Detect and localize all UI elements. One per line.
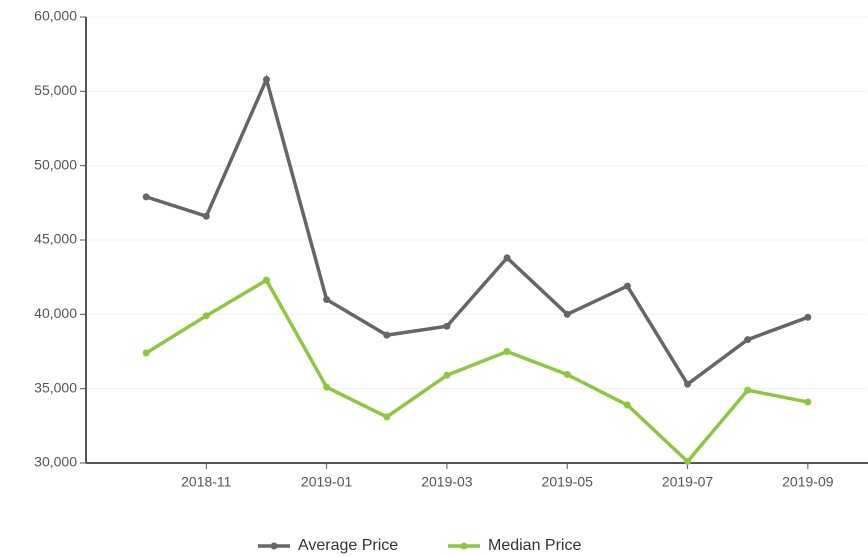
legend-dot [460, 542, 468, 550]
point [443, 322, 451, 330]
point [684, 380, 692, 388]
x-tick-label: 2018-11 [181, 474, 232, 490]
x-tick-label: 2019-07 [662, 474, 714, 490]
point [563, 371, 571, 379]
point [563, 310, 571, 318]
point [623, 282, 631, 290]
point [744, 336, 752, 344]
point [804, 313, 812, 321]
legend-label: Average Price [298, 537, 398, 554]
legend-dot [270, 542, 278, 550]
y-tick-label: 30,000 [34, 454, 77, 470]
legend: Average Price Median Price [258, 537, 581, 554]
point [443, 371, 451, 379]
point [744, 386, 752, 394]
y-tick-label: 50,000 [34, 156, 77, 172]
point [202, 212, 210, 220]
point [503, 348, 511, 355]
point [262, 276, 270, 284]
y-tick-label: 40,000 [34, 305, 77, 321]
x-tick-label: 2019-03 [421, 474, 473, 490]
point [804, 398, 812, 406]
point [142, 349, 150, 357]
series-line [145, 277, 809, 465]
point [323, 383, 331, 391]
point [262, 75, 270, 83]
x-tick-label: 2019-05 [542, 474, 594, 490]
point [202, 312, 210, 320]
point [323, 295, 331, 303]
y-tick-label: 60,000 [34, 8, 77, 24]
series-line [145, 74, 809, 387]
point [503, 254, 511, 262]
legend-label: Median Price [488, 537, 581, 554]
y-tick-label: 55,000 [34, 82, 77, 98]
x-tick-label: 2019-09 [782, 474, 834, 490]
point [684, 458, 692, 466]
y-tick-label: 35,000 [34, 379, 77, 395]
x-tick-label: 2019-01 [301, 474, 353, 490]
point [623, 401, 631, 409]
y-tick-label: 45,000 [34, 231, 77, 247]
point [142, 193, 150, 201]
point [383, 331, 391, 339]
point [383, 413, 391, 421]
